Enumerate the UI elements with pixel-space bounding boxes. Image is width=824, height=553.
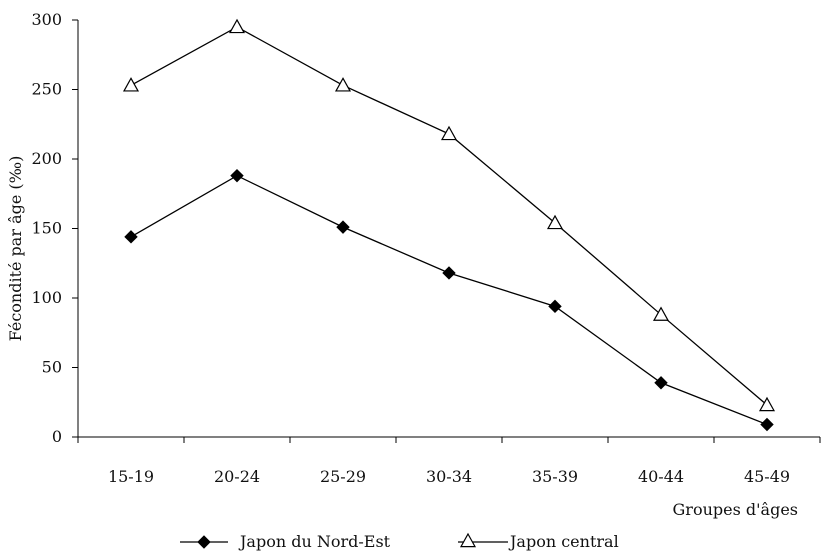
series-layer (122, 18, 776, 432)
data-point (334, 77, 352, 92)
data-point (230, 168, 244, 183)
legend-marker (459, 532, 477, 548)
series-line (130, 26, 768, 406)
y-tick-label: 50 (42, 358, 62, 377)
y-tick-label: 100 (31, 288, 62, 307)
data-point (760, 417, 774, 432)
data-point (654, 376, 668, 390)
legend-item-1: Japon du Nord-Est (180, 532, 391, 551)
x-tick-label: 35-39 (532, 467, 578, 486)
data-point (758, 396, 776, 412)
data-point (228, 18, 246, 34)
x-tick-label: 30-34 (426, 467, 472, 486)
y-ticks: 0 50 100 150 200 250 300 (31, 10, 78, 446)
x-tick-label: 20-24 (214, 467, 260, 486)
data-point (546, 214, 564, 230)
series-line (130, 174, 768, 426)
y-axis-title: Fécondité par âge (‰) (6, 156, 25, 342)
data-point (548, 299, 562, 314)
y-tick-label: 0 (52, 427, 62, 446)
legend: Japon du Nord-Est Japon central (180, 532, 619, 551)
x-tick-label: 25-29 (320, 467, 366, 486)
x-tick-label: 45-49 (744, 467, 790, 486)
data-point (440, 125, 458, 141)
data-point (124, 230, 138, 244)
y-tick-label: 200 (31, 149, 62, 168)
legend-marker (197, 535, 211, 549)
data-point (336, 220, 350, 234)
legend-label: Japon du Nord-Est (238, 532, 391, 551)
series-1 (124, 168, 774, 432)
legend-label: Japon central (508, 532, 619, 551)
y-tick-label: 300 (31, 10, 62, 29)
x-tick-label: 15-19 (108, 467, 154, 486)
x-axis-title: Groupes d'âges (673, 500, 798, 519)
x-ticks: 15-19 20-24 25-29 30-34 35-39 40-44 45-49 (77, 437, 821, 486)
data-point (442, 266, 456, 280)
legend-item-2: Japon central (458, 532, 619, 551)
y-tick-label: 150 (31, 219, 62, 238)
data-point (652, 306, 670, 321)
y-tick-label: 250 (31, 80, 62, 99)
chart-axes (77, 20, 820, 438)
data-point (122, 77, 140, 92)
x-tick-label: 40-44 (638, 467, 684, 486)
series-2 (122, 18, 776, 412)
